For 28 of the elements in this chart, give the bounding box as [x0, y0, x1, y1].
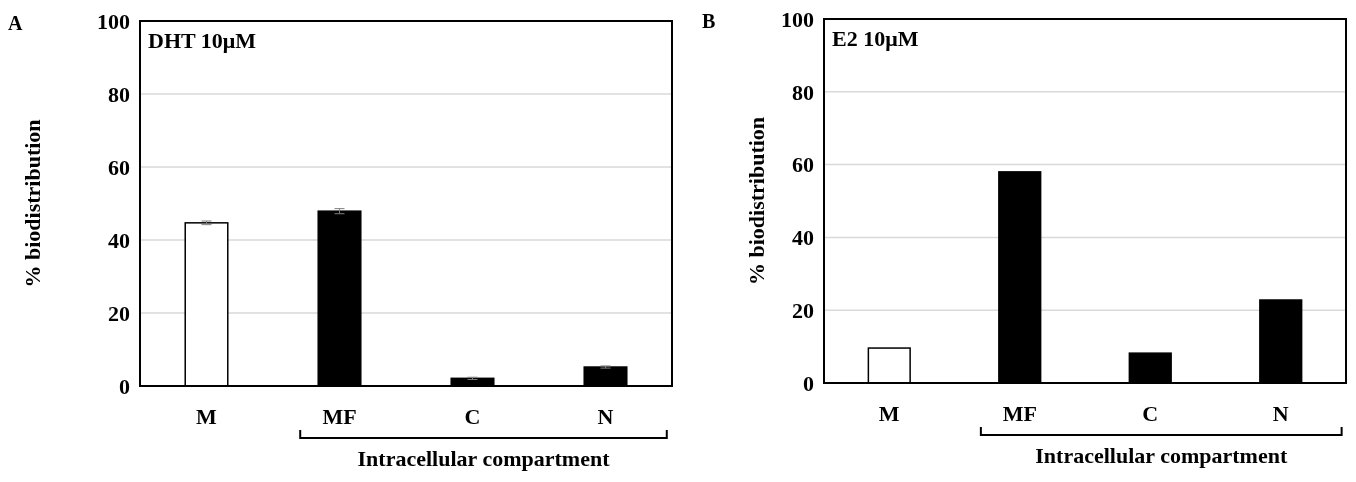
- chart-title: E2 10μM: [832, 26, 919, 51]
- x-tick-label: MF: [1002, 401, 1037, 426]
- x-tick-label: M: [196, 404, 218, 429]
- text: Intracellular compartment: [1035, 443, 1288, 468]
- y-tick-label: 80: [792, 79, 814, 105]
- y-tick-label: 20: [792, 297, 814, 323]
- x-tick-label: M: [878, 401, 900, 426]
- x-tick-label: N: [597, 404, 614, 429]
- text: B: [702, 10, 716, 32]
- text: A: [8, 12, 23, 34]
- y-tick-label: 60: [108, 154, 130, 180]
- y-tick-label: 60: [792, 152, 814, 178]
- y-tick-label: 40: [792, 225, 814, 251]
- y-tick-label: 40: [108, 227, 130, 253]
- y-tick-label: 80: [108, 81, 130, 107]
- x-tick-label: C: [1142, 401, 1159, 426]
- y-tick-label: 100: [781, 6, 814, 32]
- y-axis-title: % biodistribution: [744, 116, 769, 286]
- x-tick-label: N: [1272, 401, 1289, 426]
- y-axis-title: % biodistribution: [20, 119, 45, 288]
- y-tick-label: 0: [803, 370, 814, 396]
- chart-title: DHT 10μM: [148, 28, 257, 53]
- text: Intracellular compartment: [357, 446, 611, 471]
- y-tick-label: 0: [119, 373, 130, 399]
- x-tick-label: C: [464, 404, 481, 429]
- y-tick-label: 100: [97, 8, 130, 34]
- x-tick-label: MF: [322, 404, 357, 429]
- y-tick-label: 20: [108, 300, 130, 326]
